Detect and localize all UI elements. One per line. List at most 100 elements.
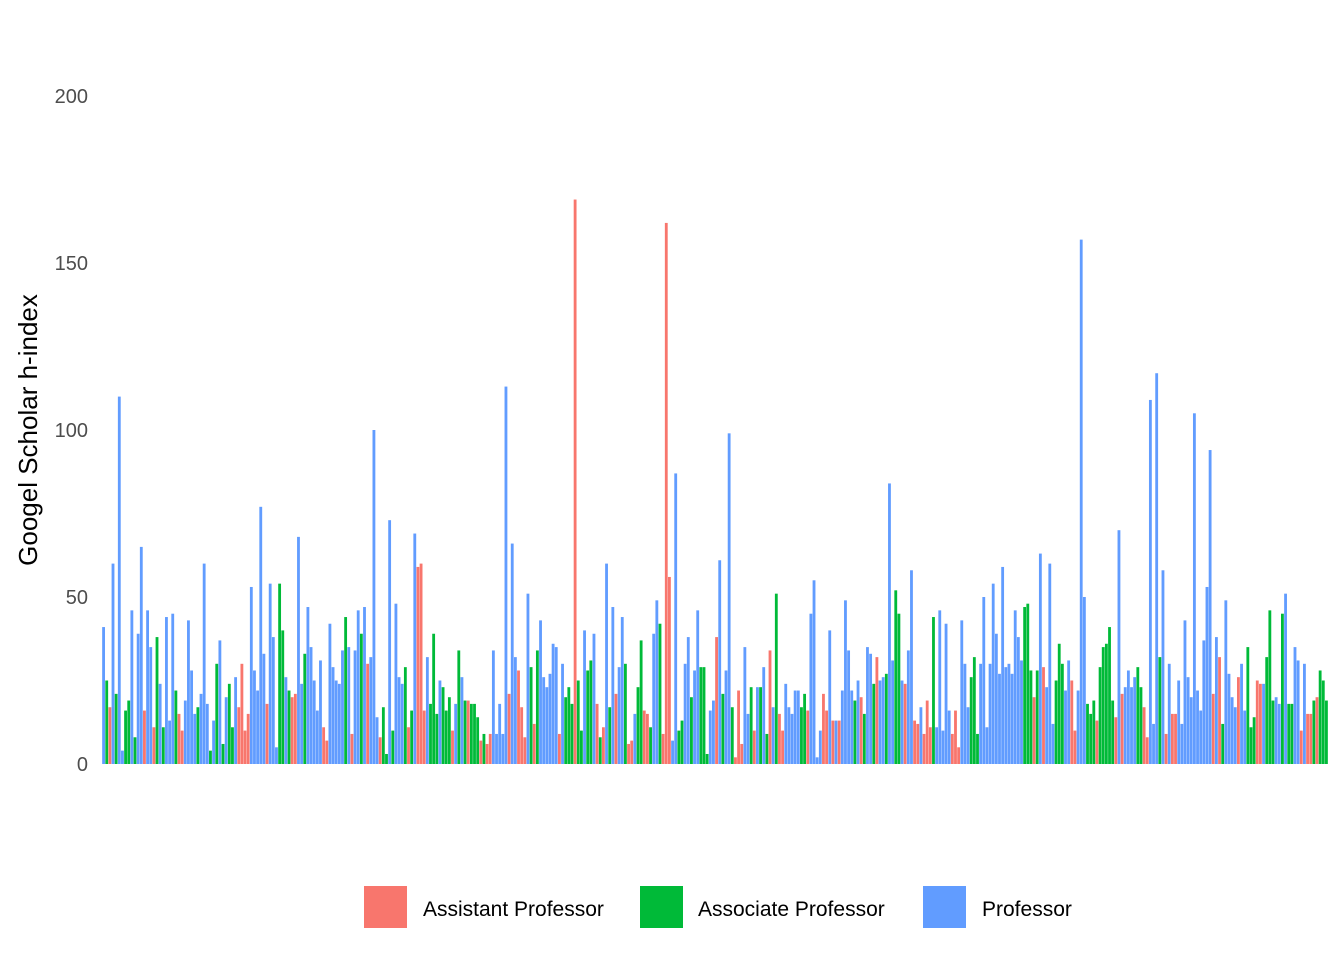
bar <box>1070 680 1074 764</box>
bar <box>734 757 737 764</box>
bar <box>416 566 420 764</box>
bar <box>979 663 983 764</box>
bar <box>231 727 234 764</box>
bar <box>1299 730 1303 764</box>
bar <box>730 707 734 764</box>
bar <box>1082 597 1086 764</box>
bar <box>209 750 212 764</box>
bar <box>1224 600 1228 764</box>
legend-key <box>923 886 966 928</box>
bar <box>1126 670 1130 764</box>
bar <box>932 617 935 764</box>
bar <box>542 677 546 764</box>
bar <box>693 670 696 764</box>
bar <box>1026 603 1030 764</box>
bar <box>1136 667 1140 764</box>
bar <box>1259 683 1262 764</box>
bar <box>1221 723 1225 764</box>
bar <box>234 677 238 764</box>
bar <box>520 707 524 764</box>
bar <box>1123 687 1127 764</box>
bar <box>611 607 615 764</box>
bar <box>196 707 200 764</box>
bar <box>1145 737 1149 764</box>
bar <box>828 630 832 764</box>
bar <box>161 727 165 764</box>
bar <box>652 633 656 764</box>
bar <box>262 653 266 764</box>
bar <box>268 583 272 764</box>
bar <box>674 473 678 764</box>
bar <box>598 737 602 764</box>
bar <box>1246 647 1250 764</box>
bar <box>168 720 171 764</box>
bar <box>337 683 341 764</box>
bar <box>699 667 703 764</box>
bar <box>718 560 722 764</box>
bar <box>888 483 891 764</box>
bar <box>344 617 348 764</box>
bar <box>903 683 907 764</box>
bar <box>724 670 728 764</box>
bar <box>249 586 253 764</box>
bar <box>1309 713 1313 764</box>
bar <box>1177 680 1181 764</box>
bar <box>784 683 788 764</box>
bar <box>680 720 684 764</box>
bar <box>834 720 838 764</box>
bar <box>620 617 624 764</box>
bar <box>183 700 187 764</box>
bar <box>910 570 913 764</box>
bar <box>1321 680 1325 764</box>
bar <box>592 633 596 764</box>
bar <box>900 680 904 764</box>
bar <box>287 690 291 764</box>
bar <box>800 707 803 764</box>
bar <box>1086 703 1089 764</box>
bar <box>589 660 593 764</box>
bar <box>1095 720 1099 764</box>
bar <box>1023 607 1027 764</box>
bar <box>425 657 429 764</box>
y-tick-label: 200 <box>55 86 88 108</box>
y-tick-label: 150 <box>55 253 88 275</box>
bar <box>1101 647 1105 764</box>
bar <box>825 710 829 764</box>
bar <box>1252 717 1256 764</box>
bar <box>1174 713 1177 764</box>
bar <box>256 690 260 764</box>
bar <box>1240 663 1243 764</box>
bar <box>922 733 926 764</box>
bar <box>897 613 901 764</box>
bar <box>347 647 351 764</box>
bar <box>850 690 854 764</box>
bar <box>1035 670 1039 764</box>
bar <box>1170 713 1174 764</box>
bar <box>290 697 294 764</box>
bar <box>143 710 146 764</box>
bar <box>1290 703 1294 764</box>
bar <box>623 663 627 764</box>
bar <box>1318 670 1322 764</box>
bar <box>136 633 140 764</box>
bar <box>407 727 410 764</box>
bar <box>913 720 917 764</box>
bar <box>583 630 586 764</box>
bar <box>954 710 957 764</box>
bar <box>1148 399 1152 764</box>
bar <box>746 713 750 764</box>
bar <box>727 433 731 764</box>
bar <box>1048 563 1052 764</box>
bar <box>513 657 517 764</box>
bar <box>778 713 781 764</box>
bar <box>944 623 948 764</box>
bar <box>646 713 649 764</box>
bar <box>460 677 464 764</box>
bar <box>485 743 489 764</box>
bar <box>1218 657 1221 764</box>
bar <box>105 680 109 764</box>
bar <box>586 670 590 764</box>
bar <box>1284 593 1287 764</box>
bar <box>124 710 127 764</box>
bar <box>664 222 668 765</box>
